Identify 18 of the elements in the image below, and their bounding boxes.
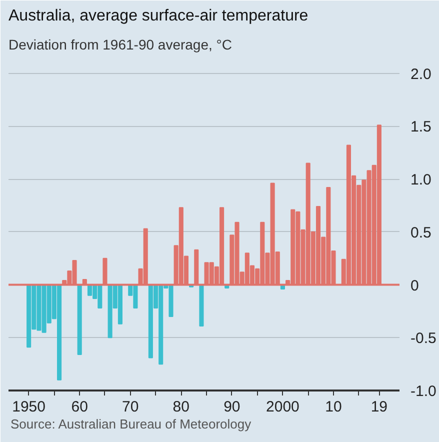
chart-title: Australia, average surface-air temperature: [8, 8, 308, 24]
y-tick-label: 0: [410, 277, 419, 294]
source-note: Source: Australian Bureau of Meteorology: [10, 416, 252, 432]
x-tick-label: 2000: [266, 398, 300, 416]
y-tick-label: 0.5: [410, 224, 432, 242]
x-tick-label: 10: [325, 398, 342, 416]
y-tick-label: 2.0: [410, 66, 432, 83]
chart-subtitle: Deviation from 1961-90 average, °C: [8, 36, 232, 52]
y-tick-label: 1.5: [410, 118, 432, 136]
x-tick-label: 90: [224, 398, 240, 416]
x-tick-label: 19: [370, 398, 388, 416]
y-tick-label: -1.0: [410, 383, 436, 400]
x-tick-label: 70: [122, 398, 139, 416]
y-tick-label: -0.5: [410, 330, 436, 348]
x-tick-label: 60: [71, 398, 88, 416]
y-tick-label: 1.0: [410, 172, 432, 189]
x-tick-label: 1950: [12, 398, 46, 416]
x-tick-label: 80: [172, 398, 190, 416]
